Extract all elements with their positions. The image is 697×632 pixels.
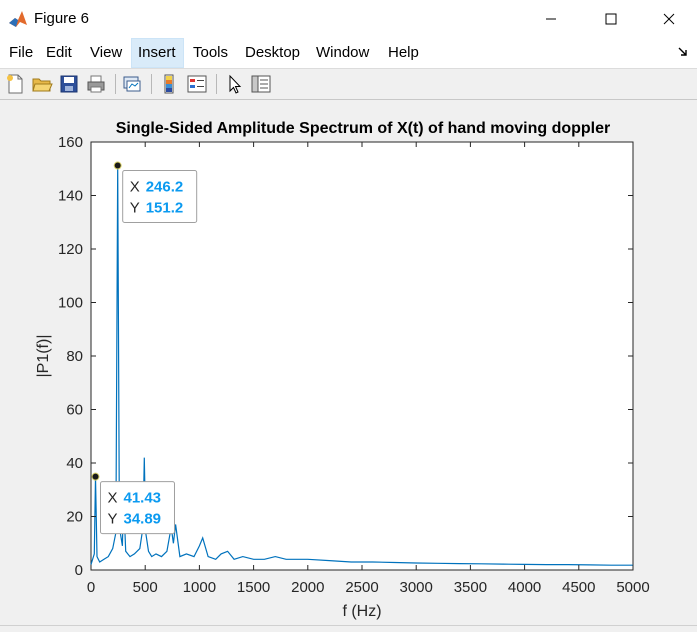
x-tick-label: 1500 (237, 579, 270, 596)
datatip-label: X (107, 490, 117, 507)
x-tick-label: 0 (87, 579, 95, 596)
datatip-marker[interactable] (113, 161, 122, 170)
x-tick-label: 4000 (508, 579, 541, 596)
menu-tools[interactable]: Tools (193, 44, 229, 61)
menu-view[interactable]: View (90, 44, 123, 61)
open-file-icon[interactable] (31, 73, 53, 95)
y-tick-label: 0 (75, 562, 83, 579)
datatip-marker[interactable] (91, 472, 100, 481)
x-tick-label: 500 (133, 579, 158, 596)
datatip-label: Y (130, 200, 140, 217)
matlab-logo-icon (8, 9, 28, 29)
y-tick-label: 100 (58, 295, 83, 312)
y-tick-label: 20 (66, 509, 83, 526)
x-tick-label: 3000 (400, 579, 433, 596)
window-title-bar: Figure 6 (0, 0, 697, 38)
x-tick-label: 4500 (562, 579, 595, 596)
datatip-box (122, 170, 198, 224)
y-tick-label: 120 (58, 241, 83, 258)
datatip[interactable]: X 246.2 Y 151.2 (113, 161, 198, 224)
menu-desktop[interactable]: Desktop (245, 44, 301, 61)
y-tick-label: 60 (66, 402, 83, 419)
save-icon[interactable] (58, 73, 80, 95)
minimize-button[interactable] (528, 0, 574, 38)
minimize-icon (546, 18, 556, 20)
datatip-value: 246.2 (146, 179, 184, 196)
menu-bar: File Edit View Insert Tools Desktop Wind… (0, 38, 697, 68)
toolbar-separator (216, 74, 217, 94)
chart-title: Single-Sided Amplitude Spectrum of X(t) … (116, 120, 611, 137)
menu-insert[interactable]: Insert (131, 38, 184, 68)
print-icon[interactable] (85, 73, 107, 95)
x-tick-label: 3500 (454, 579, 487, 596)
y-tick-label: 140 (58, 188, 83, 205)
edit-plot-cursor-icon[interactable] (223, 73, 245, 95)
figure-status-strip (0, 625, 697, 632)
property-inspector-icon[interactable] (250, 73, 272, 95)
x-axis-label: f (Hz) (342, 603, 381, 620)
menu-window[interactable]: Window (316, 44, 370, 61)
menu-edit[interactable]: Edit (46, 44, 72, 61)
x-tick-label: 5000 (616, 579, 649, 596)
datatip-label: X (130, 179, 140, 196)
y-tick-label: 80 (66, 348, 83, 365)
insert-colorbar-icon[interactable] (158, 73, 180, 95)
close-icon (663, 13, 675, 25)
datatip[interactable]: X 41.43 Y 34.89 (91, 472, 175, 535)
figure-toolbar (0, 68, 697, 100)
maximize-button[interactable] (588, 0, 634, 38)
menu-help[interactable]: Help (388, 44, 419, 61)
toolbar-separator (115, 74, 116, 94)
y-tick-label: 40 (66, 455, 83, 472)
spectrum-plot[interactable]: Single-Sided Amplitude Spectrum of X(t) … (0, 100, 697, 625)
datatip-value: 34.89 (123, 511, 161, 528)
datatip-value: 151.2 (146, 200, 184, 217)
insert-legend-icon[interactable] (186, 73, 208, 95)
y-axis-label: |P1(f)| (35, 335, 52, 378)
close-button[interactable] (646, 0, 692, 38)
toolbar-separator (151, 74, 152, 94)
x-tick-label: 2500 (345, 579, 378, 596)
datatip-box (99, 481, 175, 535)
datatip-label: Y (107, 511, 117, 528)
x-tick-label: 2000 (291, 579, 324, 596)
dock-figure-icon[interactable] (677, 46, 689, 58)
menu-file[interactable]: File (9, 44, 34, 61)
link-plot-icon[interactable] (121, 73, 143, 95)
x-tick-label: 1000 (183, 579, 216, 596)
figure-canvas: Single-Sided Amplitude Spectrum of X(t) … (0, 100, 697, 625)
y-tick-label: 160 (58, 134, 83, 151)
new-figure-icon[interactable] (4, 73, 26, 95)
maximize-icon (605, 13, 617, 25)
window-title: Figure 6 (34, 10, 90, 27)
datatip-value: 41.43 (123, 490, 161, 507)
